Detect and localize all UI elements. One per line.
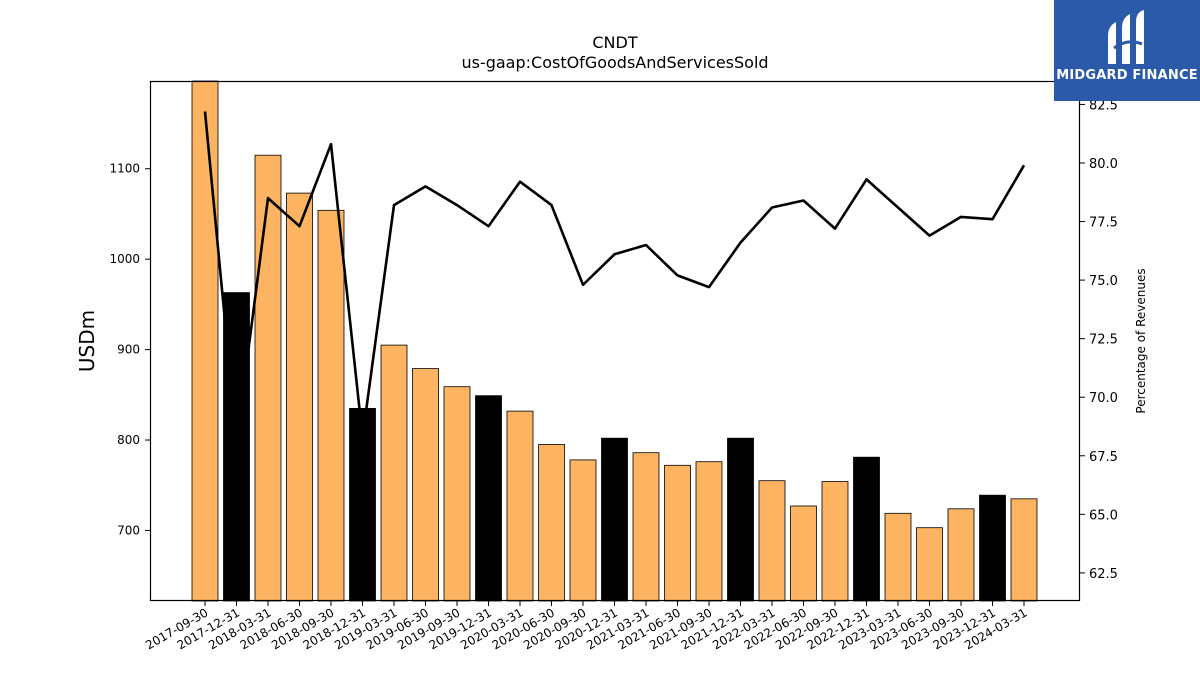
y2-tick-label: 75.0 xyxy=(1089,274,1118,289)
bar-2019-06-30 xyxy=(412,368,439,602)
chart-title: CNDT xyxy=(592,33,637,52)
plot-frame xyxy=(149,80,1081,602)
bar-2019-12-31 xyxy=(475,395,502,602)
bar-2020-09-30 xyxy=(569,459,597,602)
bar-2019-09-30 xyxy=(443,386,471,602)
y2-tick-label: 82.5 xyxy=(1089,98,1118,113)
line-layer xyxy=(203,111,1026,444)
x-axis: 2017-09-302017-12-312018-03-312018-06-30… xyxy=(143,601,1030,652)
bar-2018-06-30 xyxy=(286,192,313,602)
y2-tick-label: 62.5 xyxy=(1089,567,1118,582)
bar-2023-12-31 xyxy=(979,494,1006,602)
bar-2020-12-31 xyxy=(601,437,628,602)
y-tick-label: 900 xyxy=(117,343,140,357)
y2-tick-label: 67.5 xyxy=(1089,450,1118,465)
bar-2022-09-30 xyxy=(821,481,849,602)
bar-2017-09-30 xyxy=(191,80,219,602)
midgard-finance-logo: MIDGARD FINANCE xyxy=(1054,0,1200,101)
bar-2024-03-31 xyxy=(1010,498,1038,602)
bar-2021-12-31 xyxy=(727,437,754,602)
bar-2021-06-30 xyxy=(664,464,691,602)
bar-2018-03-31 xyxy=(254,154,282,602)
y2-tick-label: 70.0 xyxy=(1089,391,1118,406)
bar-2018-12-31 xyxy=(349,407,376,602)
bar-2021-09-30 xyxy=(695,461,723,602)
bar-2021-03-31 xyxy=(632,452,660,602)
bar-2022-06-30 xyxy=(790,505,817,602)
bar-2022-03-31 xyxy=(758,480,786,602)
bar-2023-03-31 xyxy=(884,512,912,602)
y-axis-label: USDm xyxy=(75,310,99,372)
logo-mark-icon xyxy=(1108,10,1144,64)
y2-tick-label: 65.0 xyxy=(1089,508,1118,523)
bar-2020-06-30 xyxy=(538,444,565,602)
left-axis: 700 800 900 1000 1100 xyxy=(109,162,150,537)
y-tick-label: 800 xyxy=(117,433,140,447)
y-tick-label: 1000 xyxy=(109,252,140,266)
logo-text: MIDGARD FINANCE xyxy=(1056,68,1198,83)
y-tick-label: 700 xyxy=(117,523,140,537)
bars-group xyxy=(191,80,1038,602)
percentage-line xyxy=(203,111,1026,444)
y2-axis-label: Percentage of Revenues xyxy=(1134,268,1148,413)
bar-2022-12-31 xyxy=(853,456,880,602)
y2-tick-label: 77.5 xyxy=(1089,216,1118,231)
right-axis: 62.5 65.0 67.5 70.0 72.5 75.0 77.5 80.0 82.5 xyxy=(1080,98,1118,582)
bar-2019-03-31 xyxy=(380,344,408,602)
bar-2023-09-30 xyxy=(947,508,975,602)
chart-subtitle: us-gaap:CostOfGoodsAndServicesSold xyxy=(461,53,768,72)
bar-2018-09-30 xyxy=(317,209,345,602)
y2-tick-label: 80.0 xyxy=(1089,157,1118,172)
bar-2020-03-31 xyxy=(506,410,534,602)
y2-tick-label: 72.5 xyxy=(1089,333,1118,348)
y-tick-label: 1100 xyxy=(109,162,140,176)
bar-2023-06-30 xyxy=(916,527,943,602)
